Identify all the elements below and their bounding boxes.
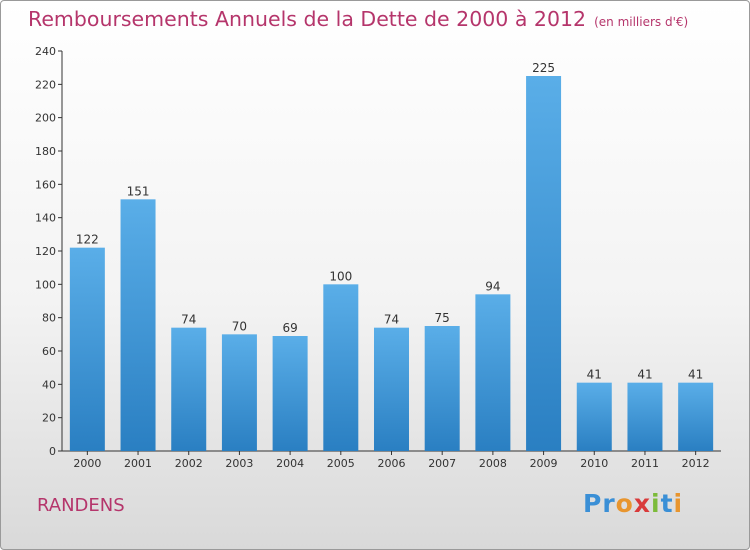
bar-2007 (424, 326, 460, 451)
bar-2012 (678, 382, 714, 451)
chart-axes: 0 20 40 60 80 100 120 140 160 180 200 220 240 2000 200… (35, 45, 721, 470)
bar-2004 (272, 336, 308, 451)
chart-bars (69, 76, 714, 451)
logo-letter: i (651, 489, 661, 518)
bar-2008 (475, 294, 511, 451)
y-tick-label: 20 (42, 412, 56, 425)
x-tick-label: 2003 (225, 457, 253, 470)
x-tick-label: 2011 (631, 457, 659, 470)
x-tick-label: 2007 (428, 457, 456, 470)
x-tick-label: 2008 (479, 457, 507, 470)
logo-letter: t (660, 489, 674, 518)
data-label-2009: 225 (532, 61, 555, 75)
y-tick-label: 220 (35, 78, 56, 91)
bar-2010 (576, 382, 612, 451)
bar-2009 (526, 76, 562, 451)
y-tick-label: 120 (35, 245, 56, 258)
data-label-2004: 69 (282, 321, 297, 335)
y-tick-label: 160 (35, 178, 56, 191)
data-label-2001: 151 (127, 184, 150, 198)
x-tick-label: 2002 (175, 457, 203, 470)
bar-2011 (627, 382, 663, 451)
logo-letter: i (673, 489, 684, 518)
y-tick-label: 80 (42, 312, 56, 325)
x-tick-label: 2006 (378, 457, 406, 470)
bar-2005 (323, 284, 359, 451)
chart-data-labels: 122 151 74 70 69 100 74 75 94 225 41 41 41 (76, 61, 703, 382)
y-tick-label: 40 (42, 378, 56, 391)
x-tick-label: 2010 (580, 457, 608, 470)
x-tick-label: 2012 (682, 457, 710, 470)
bar-2001 (120, 199, 156, 451)
x-tick-label: 2004 (276, 457, 304, 470)
y-tick-label: 140 (35, 212, 56, 225)
bar-2003 (221, 334, 257, 451)
data-label-2006: 74 (384, 313, 399, 327)
y-tick-label: 180 (35, 145, 56, 158)
data-label-2011: 41 (637, 368, 652, 382)
logo-letter: x (633, 489, 651, 518)
x-tick-label: 2001 (124, 457, 152, 470)
x-tick-label: 2005 (327, 457, 355, 470)
data-label-2010: 41 (587, 368, 602, 382)
logo-letter: o (615, 489, 634, 518)
data-label-2005: 100 (329, 269, 352, 283)
data-label-2002: 74 (181, 313, 196, 327)
logo-letter: r (602, 489, 616, 518)
logo-letter: P (583, 489, 603, 518)
data-label-2007: 75 (435, 311, 450, 325)
bar-2002 (171, 327, 207, 451)
bar-2006 (374, 327, 409, 451)
y-tick-label: 240 (35, 45, 56, 58)
y-tick-label: 0 (49, 445, 56, 458)
chart-title-text: Remboursements Annuels de la Dette de 20… (28, 7, 587, 31)
data-label-2000: 122 (76, 233, 99, 247)
commune-name: RANDENS (37, 495, 125, 516)
y-tick-label: 100 (35, 278, 56, 291)
bar-2000 (69, 247, 105, 451)
data-label-2012: 41 (688, 368, 703, 382)
x-tick-label: 2009 (530, 457, 558, 470)
x-tick-label: 2000 (73, 457, 101, 470)
data-label-2008: 94 (485, 279, 500, 293)
y-tick-label: 200 (35, 112, 56, 125)
y-tick-label: 60 (42, 345, 56, 358)
proxiti-logo[interactable]: Proxiti (583, 489, 683, 518)
chart-unit: (en milliers d'€) (594, 15, 689, 29)
chart-title: Remboursements Annuels de la Dette de 20… (28, 7, 688, 31)
data-label-2003: 70 (232, 319, 247, 333)
